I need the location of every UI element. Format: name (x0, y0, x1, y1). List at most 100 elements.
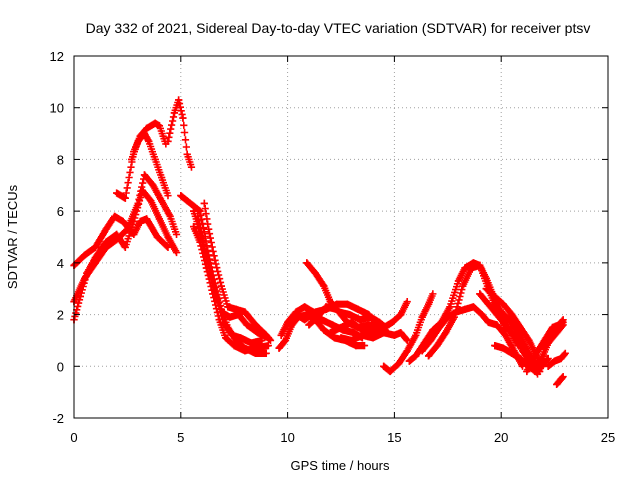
series-arc-28 (540, 316, 567, 350)
data-point (546, 331, 554, 339)
data-point (275, 344, 283, 352)
data-point (388, 318, 396, 326)
data-point (175, 96, 183, 104)
data-point (335, 308, 343, 316)
data-point (134, 137, 142, 145)
data-point (219, 318, 228, 326)
data-point (228, 331, 236, 339)
data-point (170, 109, 178, 117)
data-point (523, 367, 531, 376)
y-tick-label: 2 (57, 308, 64, 323)
data-point (497, 308, 505, 316)
data-point (380, 362, 388, 370)
data-point (354, 305, 362, 313)
data-point (337, 323, 345, 332)
data-point (476, 261, 484, 270)
series-arc-29 (544, 349, 569, 370)
data-point (433, 342, 441, 350)
data-point (164, 243, 172, 251)
series-arc-5 (128, 129, 172, 200)
data-point (397, 310, 405, 319)
data-point (482, 285, 490, 293)
data-point (403, 298, 411, 306)
x-tick-label: 15 (387, 430, 401, 445)
data-point (469, 303, 478, 311)
data-point (350, 329, 358, 337)
data-point (367, 313, 375, 321)
series-arc-17 (326, 298, 411, 337)
data-point (147, 197, 155, 205)
data-point (405, 357, 413, 365)
data-point (153, 233, 161, 241)
data-point (508, 310, 516, 319)
data-point (303, 259, 311, 267)
data-point (412, 352, 420, 360)
data-point (183, 197, 191, 205)
data-point (397, 329, 405, 337)
data-point (318, 316, 326, 324)
data-point (81, 274, 89, 282)
data-point (499, 300, 507, 308)
data-point (155, 122, 164, 130)
data-point (145, 137, 153, 145)
y-tick-label: 6 (57, 204, 64, 219)
data-point (177, 192, 185, 200)
data-point (501, 321, 510, 329)
data-point (330, 334, 339, 342)
data-point (262, 331, 270, 339)
axis-ticks: 0 5 10 15 20 25 -2 0 2 4 6 8 10 12 (50, 49, 616, 445)
data-point (155, 215, 164, 223)
data-point (418, 347, 426, 355)
data-point (91, 243, 99, 251)
data-point (523, 344, 531, 352)
x-tick-label: 0 (70, 430, 77, 445)
data-point (375, 318, 384, 326)
data-point (262, 349, 270, 357)
data-point (356, 316, 364, 324)
x-tick-label: 10 (280, 430, 294, 445)
data-point (102, 225, 110, 233)
data-point (196, 207, 204, 215)
y-tick-label: 0 (57, 359, 64, 374)
data-point (454, 277, 463, 285)
data-point (277, 331, 285, 339)
data-point (444, 313, 452, 321)
data-point (493, 321, 501, 329)
data-point (365, 321, 373, 329)
data-point (164, 233, 172, 241)
data-point (538, 354, 546, 363)
data-point (478, 310, 486, 319)
data-point (232, 305, 240, 313)
data-point (311, 269, 319, 277)
series-arc-11 (190, 207, 266, 347)
data-point (190, 223, 198, 231)
data-point (179, 114, 187, 122)
data-point (352, 342, 360, 350)
data-point (217, 282, 225, 290)
series-arc-6 (164, 96, 196, 171)
data-point (213, 295, 221, 303)
data-point (200, 199, 208, 207)
data-point (395, 360, 403, 368)
data-point (326, 329, 334, 337)
data-point (241, 308, 249, 316)
data-point (476, 290, 484, 298)
data-point (313, 313, 322, 321)
data-point (157, 197, 166, 205)
data-point (380, 329, 388, 337)
data-point (200, 246, 208, 254)
data-point (489, 300, 497, 308)
chart-title: Day 332 of 2021, Sidereal Day-to-day VTE… (86, 20, 591, 36)
data-point (510, 331, 518, 339)
x-tick-label: 20 (494, 430, 508, 445)
data-point (172, 230, 181, 239)
data-point (151, 119, 159, 127)
data-point (491, 292, 499, 301)
data-point (110, 212, 119, 220)
data-point (266, 336, 275, 345)
data-point (211, 256, 219, 264)
data-point (204, 225, 213, 233)
data-point (128, 155, 136, 164)
data-point (172, 248, 181, 257)
data-point (113, 189, 121, 197)
